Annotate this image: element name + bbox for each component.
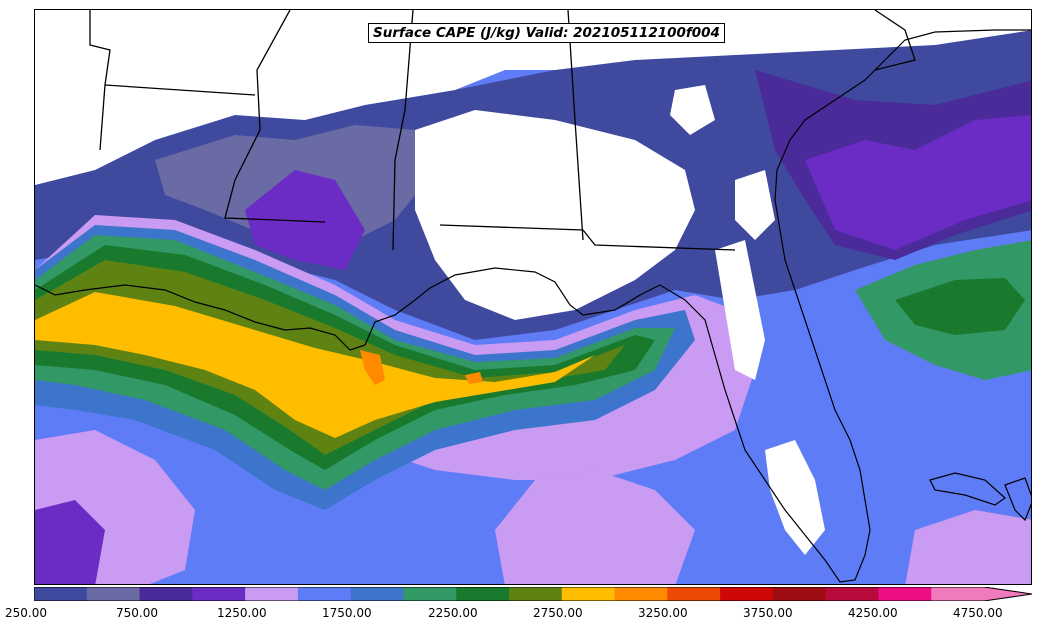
colorbar-segment (350, 587, 404, 601)
colorbar-tick-label: 1750.00 (322, 606, 372, 620)
below-threshold-area (765, 440, 825, 555)
colorbar-tick-label: 2750.00 (533, 606, 583, 620)
contour-band (465, 372, 483, 384)
map-panel: Surface CAPE (J/kg) Valid: 202105112100f… (34, 9, 1032, 585)
colorbar-tick-label: 4750.00 (953, 606, 1003, 620)
state-border (392, 10, 414, 251)
coastline (35, 29, 1031, 583)
colorbar-segment (86, 587, 141, 601)
below-threshold-area (715, 240, 765, 380)
below-threshold-area (735, 170, 775, 240)
colorbar-segment (34, 587, 88, 601)
state-border (104, 84, 256, 96)
below-threshold-area (35, 10, 505, 185)
colorbar-segment (561, 587, 616, 601)
colorbar-segment (931, 587, 985, 601)
colorbar-segment (139, 587, 193, 601)
colorbar-tick-label: 1250.00 (217, 606, 267, 620)
contour-band (895, 278, 1025, 335)
colorbar-segment (720, 587, 774, 601)
colorbar-segment (192, 587, 246, 601)
map-title: Surface CAPE (J/kg) Valid: 202105112100f… (368, 23, 725, 43)
state-borders (89, 10, 916, 251)
below-threshold-area (670, 85, 715, 135)
state-border (224, 10, 326, 223)
coastlines (35, 29, 1031, 583)
colorbar-segment (297, 587, 352, 601)
colorbar-segment (456, 587, 510, 601)
state-border (89, 10, 111, 151)
contour-band (360, 350, 385, 385)
island (929, 472, 1006, 506)
colorbar-segment (403, 587, 457, 601)
cape-contour-fill (35, 10, 1031, 584)
colorbar-segment (772, 587, 827, 601)
colorbar (34, 587, 1033, 601)
cape-map (35, 10, 1031, 584)
colorbar-segment (825, 587, 879, 601)
colorbar-segment (509, 587, 563, 601)
contour-band (35, 292, 595, 438)
colorbar-outline (34, 587, 1033, 601)
colorbar-extend-arrow (984, 587, 1032, 601)
colorbar-tick-label: 250.00 (5, 606, 47, 620)
contour-band (35, 500, 105, 584)
contour-band (495, 470, 695, 584)
colorbar-segment (245, 587, 299, 601)
below-threshold-area (415, 110, 695, 320)
colorbar-tick-label: 3250.00 (638, 606, 688, 620)
island (1004, 477, 1031, 522)
colorbar-tick-label: 3750.00 (743, 606, 793, 620)
contour-band (245, 170, 365, 270)
contour-band (905, 510, 1031, 584)
contour-band (805, 115, 1031, 250)
colorbar-tick-label: 4250.00 (848, 606, 898, 620)
colorbar-segment (667, 587, 721, 601)
state-border (439, 224, 736, 251)
state-border (567, 10, 584, 241)
colorbar-tick-label: 750.00 (116, 606, 158, 620)
colorbar-tick-label: 2250.00 (428, 606, 478, 620)
colorbar-segment (878, 587, 932, 601)
colorbar-segment (614, 587, 668, 601)
state-border (874, 10, 916, 71)
